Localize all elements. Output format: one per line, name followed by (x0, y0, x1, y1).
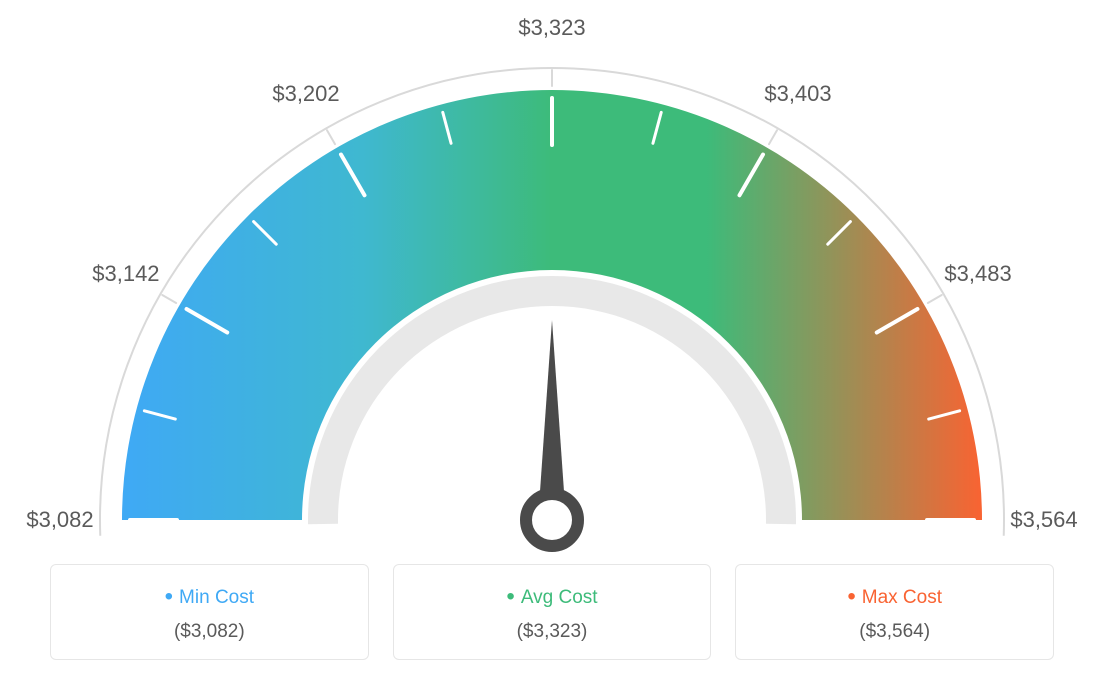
legend-avg-label: Avg Cost (406, 583, 699, 611)
legend-row: Min Cost ($3,082) Avg Cost ($3,323) Max … (50, 564, 1054, 660)
legend-min-value: ($3,082) (63, 621, 356, 643)
gauge-chart-container: $3,082 $3,142 $3,202 $3,323 $3,403 $3,483 $3,5… (0, 0, 1104, 690)
gauge-svg (0, 0, 1104, 560)
legend-card-max: Max Cost ($3,564) (735, 564, 1054, 660)
legend-max-value: ($3,564) (748, 621, 1041, 643)
gauge-tick-label: $3,202 (272, 81, 339, 107)
legend-card-avg: Avg Cost ($3,323) (393, 564, 712, 660)
gauge-tick-label: $3,082 (26, 507, 93, 533)
legend-max-label: Max Cost (748, 583, 1041, 611)
gauge-area: $3,082 $3,142 $3,202 $3,323 $3,403 $3,483 $3,5… (0, 0, 1104, 560)
legend-min-label: Min Cost (63, 583, 356, 611)
gauge-tick-label: $3,323 (518, 15, 585, 41)
gauge-tick-label: $3,142 (92, 261, 159, 287)
gauge-tick-label: $3,403 (764, 81, 831, 107)
legend-card-min: Min Cost ($3,082) (50, 564, 369, 660)
gauge-tick-label: $3,564 (1010, 507, 1077, 533)
gauge-tick-label: $3,483 (944, 261, 1011, 287)
legend-avg-value: ($3,323) (406, 621, 699, 643)
